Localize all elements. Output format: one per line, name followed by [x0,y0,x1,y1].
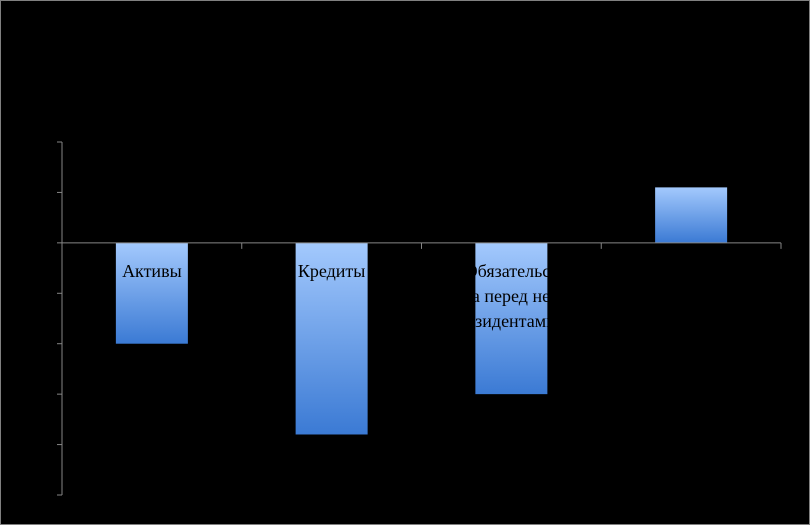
y-tick-label: -3 [44,386,54,400]
x-tick-label: Кредиты [297,260,366,281]
bar [655,187,728,243]
bar [475,242,548,395]
y-tick-label: -4 [44,436,54,450]
bar [115,242,188,344]
bar [295,242,368,435]
y-tick-label: -2 [44,335,54,349]
x-tick-label: Активы [122,260,182,281]
y-tick-label: 2 [48,134,54,148]
y-tick-label: -1 [44,285,54,299]
y-tick-label: -5 [44,487,54,501]
y-tick-label: 1 [48,184,54,198]
y-tick-label: 0 [48,235,54,249]
x-tick-label: Обязательства перед нерезидентами [463,260,560,331]
